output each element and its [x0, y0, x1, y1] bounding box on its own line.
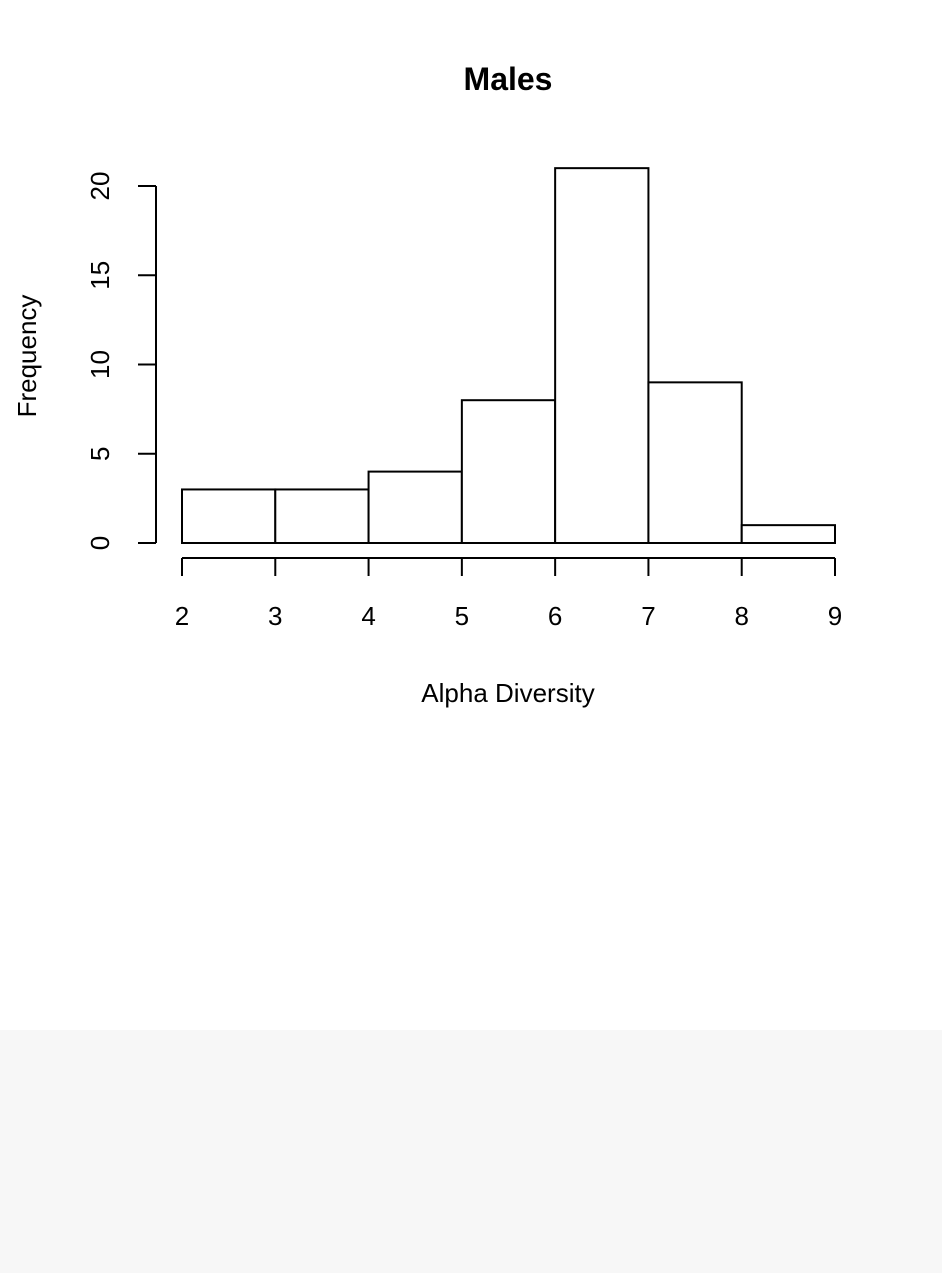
histogram-bar-3-4 [274, 488, 370, 545]
y-tick-label: 5 [85, 447, 115, 461]
histogram-bars [181, 167, 837, 545]
x-tick-label: 4 [361, 601, 375, 631]
histogram-bar-8-9 [740, 524, 837, 545]
x-tick-label: 3 [268, 601, 282, 631]
plot-area: Males Alpha Diversity Frequency 2 3 4 5 6 7 8 9… [12, 61, 843, 708]
histogram-bar-6-7 [554, 167, 650, 544]
y-axis: 0 5 10 15 20 [85, 172, 157, 550]
y-tick-label: 10 [85, 350, 115, 379]
x-tick-label: 8 [734, 601, 748, 631]
histogram-chart: Males Alpha Diversity Frequency 2 3 4 5 6 7 8 9… [12, 61, 842, 708]
y-tick-label: 15 [85, 261, 115, 290]
x-tick-label: 2 [175, 601, 189, 631]
histogram-bar-2-3 [181, 488, 277, 545]
histogram-bar-4-5 [367, 470, 463, 545]
x-tick-label: 6 [548, 601, 562, 631]
histogram-bar-5-6 [460, 399, 557, 545]
footer-panel [0, 1030, 942, 1273]
x-tick-label: 9 [828, 601, 842, 631]
y-axis-label: Frequency [12, 295, 42, 418]
x-axis-label: Alpha Diversity [421, 678, 594, 708]
x-tick-label: 7 [641, 601, 655, 631]
y-tick-label: 0 [85, 536, 115, 550]
chart-title: Males [464, 61, 553, 97]
histogram-bar-7-8 [647, 381, 743, 544]
x-tick-label: 5 [455, 601, 469, 631]
x-axis: 2 3 4 5 6 7 8 9 [175, 557, 842, 631]
y-tick-label: 20 [85, 172, 115, 201]
